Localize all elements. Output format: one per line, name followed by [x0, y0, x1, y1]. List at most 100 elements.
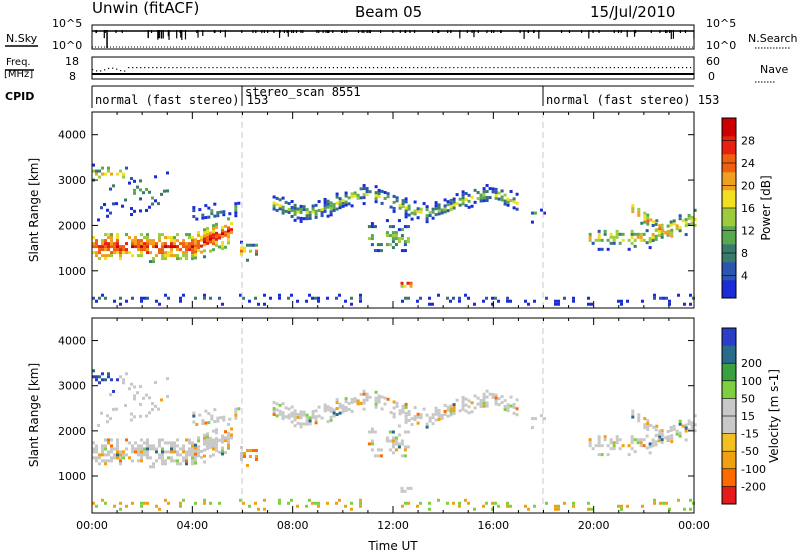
velocity-cell — [482, 401, 486, 405]
velocity-cell — [287, 413, 291, 417]
velocity-cell — [119, 459, 122, 463]
power-cell — [612, 241, 616, 245]
velocity-cell — [482, 504, 485, 508]
power-cell — [642, 232, 646, 236]
velocity-cell — [323, 403, 327, 407]
power-cell — [370, 243, 374, 247]
velocity-cell — [658, 435, 662, 439]
velocity-cell — [194, 501, 197, 505]
power-cell — [314, 212, 318, 216]
velocity-cell — [224, 439, 227, 443]
power-cell — [197, 230, 200, 234]
velocity-cell — [221, 446, 224, 450]
power-cell — [385, 231, 389, 235]
velocity-cell — [107, 459, 110, 463]
velocity-cell — [344, 406, 348, 410]
velocity-cell — [299, 422, 303, 426]
power-cell — [670, 231, 674, 235]
velocity-cell — [101, 444, 104, 448]
power-cell — [179, 242, 182, 246]
velocity-cell — [648, 442, 652, 446]
power-cell — [95, 251, 98, 255]
velocity-cell — [416, 504, 419, 508]
velocity-cell — [633, 438, 637, 442]
power-cell — [106, 214, 110, 218]
power-cell — [590, 302, 593, 306]
velocity-cell — [464, 498, 467, 502]
velocity-cell — [176, 450, 179, 454]
velocity-xtick-label: 04:00 — [176, 519, 208, 532]
power-cell — [113, 248, 116, 252]
velocity-cell — [194, 443, 197, 447]
power-cell — [234, 208, 238, 212]
velocity-cell — [370, 442, 374, 446]
power-cell — [218, 233, 221, 237]
power-cell — [428, 302, 431, 306]
nave-dot — [192, 67, 194, 69]
power-cell — [188, 233, 191, 237]
power-cell — [374, 191, 378, 195]
velocity-cell — [212, 444, 215, 448]
power-cell — [119, 254, 122, 258]
nave-dot — [168, 67, 170, 69]
power-cell — [326, 205, 330, 209]
power-cell — [299, 204, 303, 208]
power-cell — [146, 245, 149, 249]
power-cell — [693, 208, 697, 212]
nave-dot — [232, 67, 234, 69]
velocity-cell — [374, 405, 378, 409]
nave-dot — [184, 67, 186, 69]
power-cell — [290, 293, 293, 297]
velocity-cell — [110, 450, 113, 454]
power-cell — [203, 231, 206, 235]
velocity-cell — [185, 459, 188, 463]
power-cell — [506, 203, 510, 207]
velocity-cell — [157, 407, 161, 411]
power-cell — [485, 196, 489, 200]
power-cell — [376, 249, 380, 253]
power-cell — [320, 208, 324, 212]
velocity-cell — [188, 453, 191, 457]
velocity-cell — [678, 419, 682, 423]
velocity-cell — [311, 415, 315, 419]
nave-dot — [637, 67, 640, 69]
power-cell — [198, 208, 202, 212]
power-cell — [329, 201, 333, 205]
velocity-cell — [428, 416, 432, 420]
power-cell — [479, 196, 483, 200]
power-cell — [281, 211, 285, 215]
velocity-cell — [97, 423, 101, 427]
velocity-cell — [512, 405, 516, 409]
velocity-cell — [152, 465, 155, 469]
power-cell — [122, 245, 125, 249]
power-cell — [675, 224, 679, 228]
power-cell — [140, 248, 143, 252]
velocity-cell — [128, 441, 131, 445]
power-cell — [234, 202, 238, 206]
power-cell — [668, 302, 671, 306]
power-cell — [689, 293, 692, 297]
velocity-cell — [302, 413, 306, 417]
nave-dot — [589, 67, 591, 69]
power-cell — [374, 197, 378, 201]
power-cell — [140, 245, 143, 249]
power-cell — [206, 241, 209, 245]
power-cell — [134, 245, 137, 249]
power-cell — [227, 217, 230, 221]
velocity-cell — [645, 434, 649, 438]
velocity-cell — [681, 424, 685, 428]
velocity-cell — [290, 498, 293, 502]
power-cell — [194, 253, 197, 257]
power-cell — [485, 199, 489, 203]
velocity-cell — [428, 501, 431, 505]
power-cell — [557, 302, 560, 306]
power-cell — [669, 223, 673, 227]
power-cell — [203, 234, 206, 238]
power-colorbar-bin — [722, 190, 736, 209]
power-cell — [305, 208, 309, 212]
velocity-cell — [684, 426, 688, 430]
velocity-cell — [376, 448, 380, 452]
nave-dot — [308, 67, 310, 69]
power-cell — [320, 214, 324, 218]
power-cell — [515, 192, 519, 196]
